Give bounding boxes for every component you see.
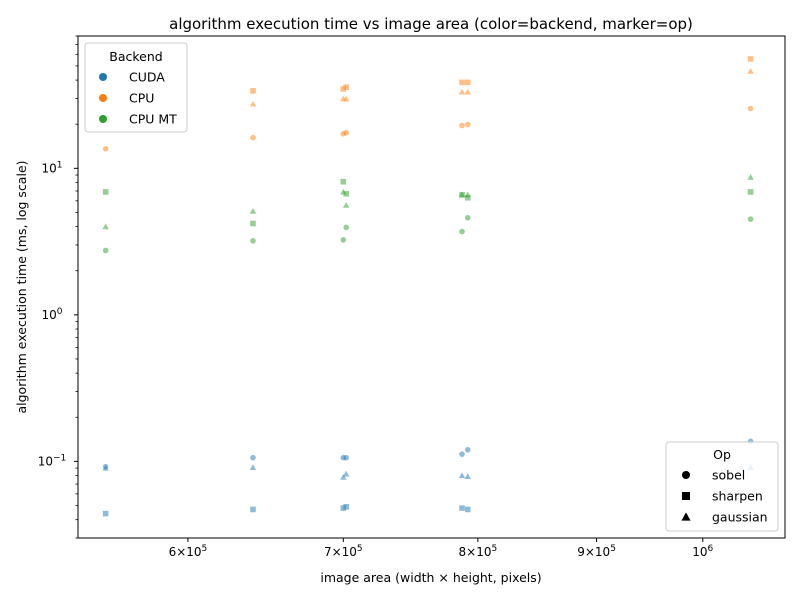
data-point-cpu-mt-sobel — [464, 214, 471, 221]
data-point-cpu-mt-gaussian — [464, 191, 471, 198]
legend-marker-gaussian — [681, 512, 691, 521]
legend-label-gaussian: gaussian — [712, 510, 768, 525]
data-point-cpu-mt-sharpen — [747, 189, 754, 195]
legend-label-cuda: CUDA — [129, 70, 165, 85]
data-point-cpu-gaussian — [342, 95, 350, 102]
data-point-cpu-gaussian — [458, 88, 466, 95]
data-point-cpu-mt-sharpen — [464, 194, 471, 201]
legend-label-cpu: CPU — [129, 91, 154, 106]
plot-frame — [77, 35, 786, 539]
data-point-cpu-mt-sharpen — [102, 189, 109, 195]
legend-marker-cpu — [99, 94, 107, 102]
legend-label-sobel: sobel — [712, 468, 745, 483]
data-point-cpu-mt-sharpen — [343, 191, 349, 197]
data-point-cpu-sharpen — [343, 84, 349, 90]
data-point-cpu-mt-sobel — [459, 228, 465, 235]
data-point-cuda-sharpen — [102, 510, 109, 517]
x-tick-label: 7×105 — [324, 544, 363, 559]
data-point-cpu-sharpen — [747, 56, 754, 62]
data-point-cpu-gaussian — [249, 100, 257, 107]
data-point-cuda-sobel — [464, 446, 471, 453]
data-point-cpu-sobel — [459, 122, 465, 129]
y-axis-label: algorithm execution time (ms, log scale) — [14, 160, 29, 413]
y-axis-ticks: 10−1 100 101 — [38, 35, 78, 539]
data-point-cuda-sobel — [459, 451, 465, 457]
x-tick-label: 9×105 — [577, 544, 616, 559]
data-point-cuda-sobel — [250, 454, 256, 461]
backend-legend: Backend CUDA CPU CPU MT — [84, 42, 188, 133]
legend-label-cpu-mt: CPU MT — [129, 112, 177, 127]
data-point-cuda-gaussian — [249, 464, 257, 470]
data-point-cpu-sobel — [464, 121, 471, 128]
legend-label-sharpen: sharpen — [712, 489, 763, 504]
x-tick-label: 106 — [692, 544, 713, 559]
chart-title: algorithm execution time vs image area (… — [169, 15, 693, 33]
op-legend: Op sobel sharpen gaussian — [665, 441, 779, 532]
data-point-cuda-gaussian — [458, 472, 466, 479]
data-point-cuda-gaussian — [340, 473, 347, 480]
x-axis-ticks: 6×105 7×105 8×105 9×105 106 — [169, 538, 714, 559]
backend-legend-box — [84, 42, 188, 133]
data-point-cpu-mt-sharpen — [340, 178, 347, 185]
data-point-cpu-mt-gaussian — [342, 202, 350, 208]
data-point-cpu-mt-gaussian — [102, 223, 109, 230]
data-point-cpu-mt-gaussian — [249, 207, 257, 214]
data-point-cpu-mt-gaussian — [340, 188, 347, 195]
data-point-cpu-sobel — [102, 145, 109, 152]
data-point-cpu-sharpen — [459, 79, 465, 86]
legend-marker-sharpen — [682, 492, 690, 500]
data-point-cpu-sobel — [747, 105, 754, 112]
data-point-cpu-mt-sobel — [250, 238, 256, 244]
data-point-cpu-gaussian — [464, 88, 471, 95]
data-point-cpu-sharpen — [250, 88, 256, 94]
legend-marker-cpu-mt — [99, 115, 107, 123]
data-point-cpu-mt-sharpen — [250, 220, 256, 227]
data-point-cuda-sharpen — [250, 506, 256, 513]
data-point-cuda-gaussian — [102, 464, 109, 471]
data-point-cpu-mt-sobel — [340, 237, 347, 243]
data-point-cuda-sharpen — [343, 503, 349, 510]
y-tick-label: 100 — [41, 307, 62, 322]
y-tick-label: 10−1 — [38, 453, 67, 468]
y-tick-label: 101 — [41, 160, 62, 175]
data-point-cuda-gaussian — [342, 470, 350, 477]
op-legend-box — [665, 441, 779, 532]
data-point-cpu-mt-sobel — [747, 216, 754, 222]
backend-legend-title: Backend — [109, 49, 162, 64]
data-point-cuda-gaussian — [464, 473, 471, 479]
data-point-cpu-sobel — [250, 134, 256, 141]
data-point-cuda-sharpen — [464, 506, 471, 513]
data-point-cpu-sobel — [343, 129, 349, 136]
data-point-cpu-mt-sobel — [102, 247, 109, 254]
plot-points — [102, 56, 754, 517]
x-tick-label: 6×105 — [169, 544, 208, 559]
legend-marker-cuda — [99, 73, 107, 81]
data-point-cuda-sharpen — [459, 505, 465, 511]
data-point-cpu-gaussian — [747, 67, 754, 74]
x-axis-label: image area (width × height, pixels) — [320, 570, 541, 585]
legend-marker-sobel — [682, 471, 690, 479]
data-point-cuda-sharpen — [340, 505, 347, 511]
data-point-cpu-sharpen — [340, 86, 347, 92]
x-tick-label: 8×105 — [459, 544, 498, 559]
data-point-cpu-sharpen — [464, 79, 471, 86]
op-legend-title: Op — [713, 447, 731, 462]
data-point-cpu-mt-sobel — [343, 224, 349, 231]
data-point-cpu-mt-gaussian — [458, 191, 466, 198]
data-point-cuda-sobel — [343, 454, 349, 461]
data-point-cpu-mt-gaussian — [747, 173, 754, 180]
